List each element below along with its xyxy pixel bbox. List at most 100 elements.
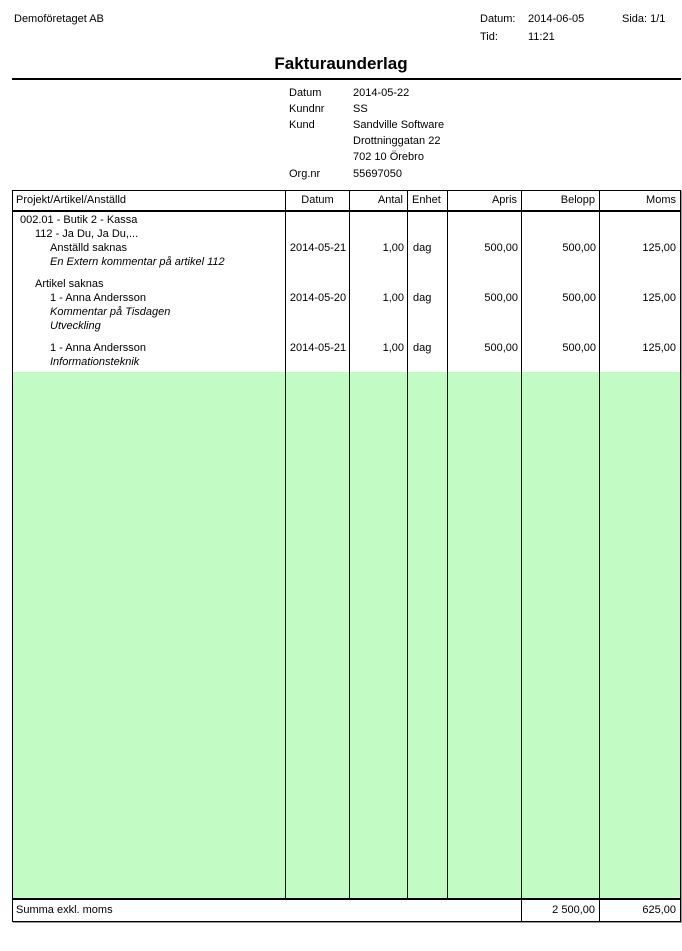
cell-datum [286, 278, 350, 292]
summary-row: Summa exkl. moms 2 500,00 625,00 [12, 899, 681, 922]
cell-belopp [522, 320, 600, 334]
print-time-value: 11:21 [528, 31, 555, 43]
summary-moms: 625,00 [642, 904, 676, 916]
cell-datum [286, 256, 350, 270]
cell-datum [286, 306, 350, 320]
info-row-city: 702 10 Örebro [289, 151, 424, 164]
cell-apris [448, 214, 522, 228]
cell-moms [600, 356, 680, 370]
cell-enhet [408, 256, 448, 270]
cell-antal [350, 228, 408, 242]
column-divider [286, 372, 350, 898]
cell-enhet: dag [413, 342, 432, 354]
table-row: 1 - Anna Andersson 2014-05-21 1,00 dag 500,0… [13, 342, 680, 356]
column-divider [350, 212, 408, 372]
header-apris: Apris [448, 191, 522, 210]
cell-project: Artikel saknas [35, 278, 104, 290]
info-row-datum: Datum 2014-05-22 [289, 87, 409, 100]
cell-project: En Extern kommentar på artikel 112 [50, 256, 225, 268]
summary-label: Summa exkl. moms [13, 900, 522, 921]
cell-belopp [522, 356, 600, 370]
cell-antal [350, 306, 408, 320]
info-value: 2014-05-22 [353, 87, 410, 99]
company-name: Demoföretaget AB [14, 13, 104, 25]
report-title: Fakturaunderlag [274, 54, 408, 73]
cell-belopp [522, 306, 600, 320]
cell-antal [350, 356, 408, 370]
table-row: Kommentar på Tisdagen [13, 306, 680, 320]
cell-moms [600, 256, 680, 270]
info-value: 702 10 Örebro [353, 151, 424, 163]
cell-apris [448, 356, 522, 370]
cell-apris [448, 256, 522, 270]
column-grid [13, 212, 680, 372]
cell-belopp [522, 228, 600, 242]
column-divider [600, 372, 680, 898]
cell-belopp: 500,00 [562, 292, 596, 304]
cell-moms [600, 278, 680, 292]
cell-belopp [522, 278, 600, 292]
column-divider [448, 212, 522, 372]
table-row: Anställd saknas 2014-05-21 1,00 dag 500,00 50… [13, 242, 680, 256]
info-label: Org.nr [289, 168, 321, 180]
cell-datum: 2014-05-21 [289, 342, 347, 354]
page-indicator: Sida: 1/1 [622, 13, 666, 25]
header-datum: Datum [286, 191, 350, 210]
cell-apris [448, 228, 522, 242]
header-enhet: Enhet [408, 191, 448, 210]
cell-belopp [522, 256, 600, 270]
cell-project: Informationsteknik [50, 356, 140, 368]
column-divider [408, 372, 448, 898]
cell-datum [286, 214, 350, 228]
cell-enhet [408, 306, 448, 320]
info-label: Kundnr [289, 103, 325, 115]
highlight-area [13, 372, 680, 898]
cell-belopp [522, 214, 600, 228]
header-projekt: Projekt/Artikel/Anställd [13, 191, 286, 210]
cell-datum [286, 320, 350, 334]
cell-datum [286, 228, 350, 242]
cell-moms [600, 320, 680, 334]
summary-belopp: 2 500,00 [522, 900, 600, 921]
print-date-value: 2014-06-05 [528, 13, 585, 25]
cell-belopp: 500,00 [562, 242, 596, 254]
cell-antal: 1,00 [382, 342, 404, 354]
cell-moms [600, 228, 680, 242]
cell-antal [350, 278, 408, 292]
cell-moms [600, 214, 680, 228]
info-value: SS [353, 103, 368, 115]
info-row-kund: Kund Sandville Software [289, 119, 444, 132]
cell-enhet [408, 278, 448, 292]
cell-apris [448, 306, 522, 320]
cell-enhet [408, 320, 448, 334]
cell-datum: 2014-05-21 [289, 242, 347, 254]
table-row: 002.01 - Butik 2 - Kassa [13, 214, 680, 228]
table-header-row: Projekt/Artikel/Anställd Datum Antal Enh… [13, 191, 680, 212]
column-divider [13, 212, 286, 372]
table-body: 002.01 - Butik 2 - Kassa 112 - Ja Du, Ja … [13, 212, 680, 372]
cell-project: Anställd saknas [50, 242, 128, 254]
cell-moms: 125,00 [642, 242, 676, 254]
cell-project: 1 - Anna Andersson [50, 292, 147, 304]
table-row: Utveckling [13, 320, 680, 334]
info-row-address: Drottninggatan 22 [289, 135, 440, 148]
column-divider [448, 372, 522, 898]
cell-enhet: dag [413, 242, 432, 254]
column-divider [408, 212, 448, 372]
cell-apris [448, 320, 522, 334]
cell-antal: 1,00 [382, 242, 404, 254]
cell-moms: 125,00 [642, 342, 676, 354]
cell-datum: 2014-05-20 [289, 292, 347, 304]
info-value: 55697050 [353, 168, 402, 180]
cell-project: Kommentar på Tisdagen [50, 306, 171, 318]
column-divider [522, 212, 600, 372]
title-divider [12, 78, 681, 80]
cell-apris: 500,00 [484, 292, 518, 304]
info-value: Drottninggatan 22 [353, 135, 441, 147]
info-row-kundnr: Kundnr SS [289, 103, 368, 116]
table-rows: 002.01 - Butik 2 - Kassa 112 - Ja Du, Ja … [13, 212, 680, 370]
table-row: 112 - Ja Du, Ja Du,... [13, 228, 680, 242]
column-divider [522, 372, 600, 898]
row-spacer [13, 334, 680, 342]
